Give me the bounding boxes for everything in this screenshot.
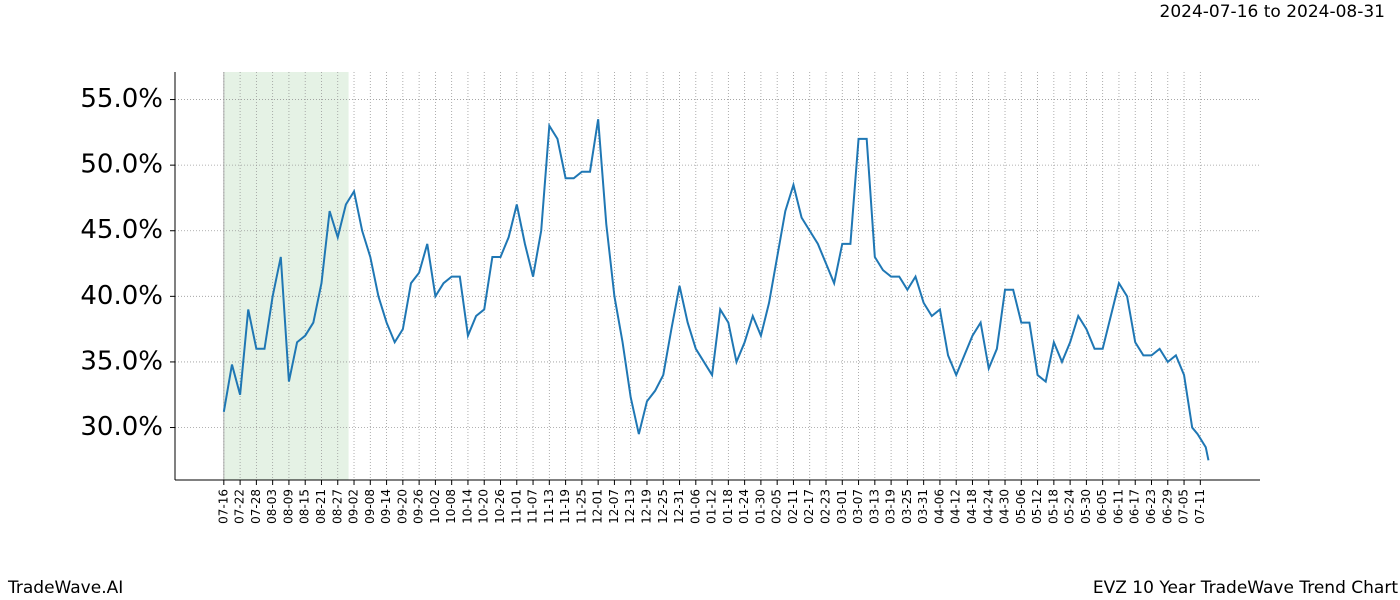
x-tick-label: 01-18 [721,489,735,524]
x-tick-label: 10-20 [477,489,491,524]
x-tick-label: 06-05 [1095,489,1109,524]
x-tick-label: 09-14 [379,489,393,524]
y-tick-label: 50.0% [80,150,163,180]
x-tick-label: 11-19 [558,489,572,524]
x-tick-label: 12-07 [607,489,621,524]
x-tick-label: 05-06 [1014,489,1028,524]
x-tick-label: 08-09 [281,489,295,524]
x-tick-label: 10-02 [428,489,442,524]
x-tick-label: 03-31 [916,489,930,524]
y-tick-label: 30.0% [80,412,163,442]
x-tick-label: 06-17 [1128,489,1142,524]
x-tick-label: 05-12 [1030,489,1044,524]
chart-title: EVZ 10 Year TradeWave Trend Chart [1093,578,1398,598]
y-tick-label: 35.0% [80,346,163,376]
x-tick-label: 11-25 [574,489,588,524]
y-tick-label: 40.0% [80,281,163,311]
x-tick-label: 03-01 [835,489,849,524]
x-tick-label: 02-05 [770,489,784,524]
x-tick-label: 06-29 [1160,489,1174,524]
x-tick-label: 03-07 [851,489,865,524]
x-tick-label: 12-31 [672,489,686,524]
x-tick-label: 12-13 [623,489,637,524]
x-tick-label: 06-11 [1111,489,1125,524]
source: TradeWave.AI [7,578,123,598]
x-tick-label: 01-12 [705,489,719,524]
x-tick-label: 08-27 [330,489,344,524]
y-tick-label: 45.0% [80,215,163,245]
x-tick-label: 04-12 [949,489,963,524]
x-tick-label: 09-20 [395,489,409,524]
x-tick-label: 07-05 [1177,489,1191,524]
x-tick-label: 07-11 [1193,489,1207,524]
x-tick-label: 05-18 [1046,489,1060,524]
x-tick-label: 03-19 [884,489,898,524]
x-tick-label: 04-18 [965,489,979,524]
x-tick-label: 08-03 [265,489,279,524]
x-tick-label: 10-26 [493,489,507,524]
x-tick-label: 08-15 [298,489,312,524]
x-tick-label: 07-16 [216,489,230,524]
x-tick-label: 05-30 [1079,489,1093,524]
x-tick-label: 11-01 [509,489,523,524]
x-tick-label: 07-28 [249,489,263,524]
x-tick-label: 01-06 [688,489,702,524]
x-tick-label: 04-24 [981,489,995,524]
x-tick-label: 05-24 [1063,489,1077,524]
x-tick-label: 10-14 [460,489,474,524]
x-tick-label: 12-19 [639,489,653,524]
x-tick-label: 12-25 [656,489,670,524]
x-tick-label: 02-17 [802,489,816,524]
x-tick-label: 10-08 [444,489,458,524]
x-tick-label: 09-08 [363,489,377,524]
x-tick-label: 04-30 [998,489,1012,524]
x-tick-label: 11-07 [526,489,540,524]
x-tick-label: 12-01 [591,489,605,524]
data-line [222,119,1210,461]
x-tick-label: 08-21 [314,489,328,524]
highlight-band [223,72,349,480]
x-tick-label: 11-13 [542,489,556,524]
y-tick-label: 55.0% [80,84,163,114]
x-tick-label: 04-06 [932,489,946,524]
x-tick-label: 02-23 [819,489,833,524]
x-tick-label: 07-22 [233,489,247,524]
x-tick-label: 09-02 [347,489,361,524]
x-tick-label: 01-24 [737,489,751,524]
x-tick-label: 01-30 [753,489,767,524]
x-tick-label: 03-25 [900,489,914,524]
date-range: 2024-07-16 to 2024-08-31 [1160,2,1385,22]
x-tick-label: 06-23 [1144,489,1158,524]
x-tick-label: 03-13 [867,489,881,524]
x-tick-label: 02-11 [786,489,800,524]
x-tick-label: 09-26 [412,489,426,524]
